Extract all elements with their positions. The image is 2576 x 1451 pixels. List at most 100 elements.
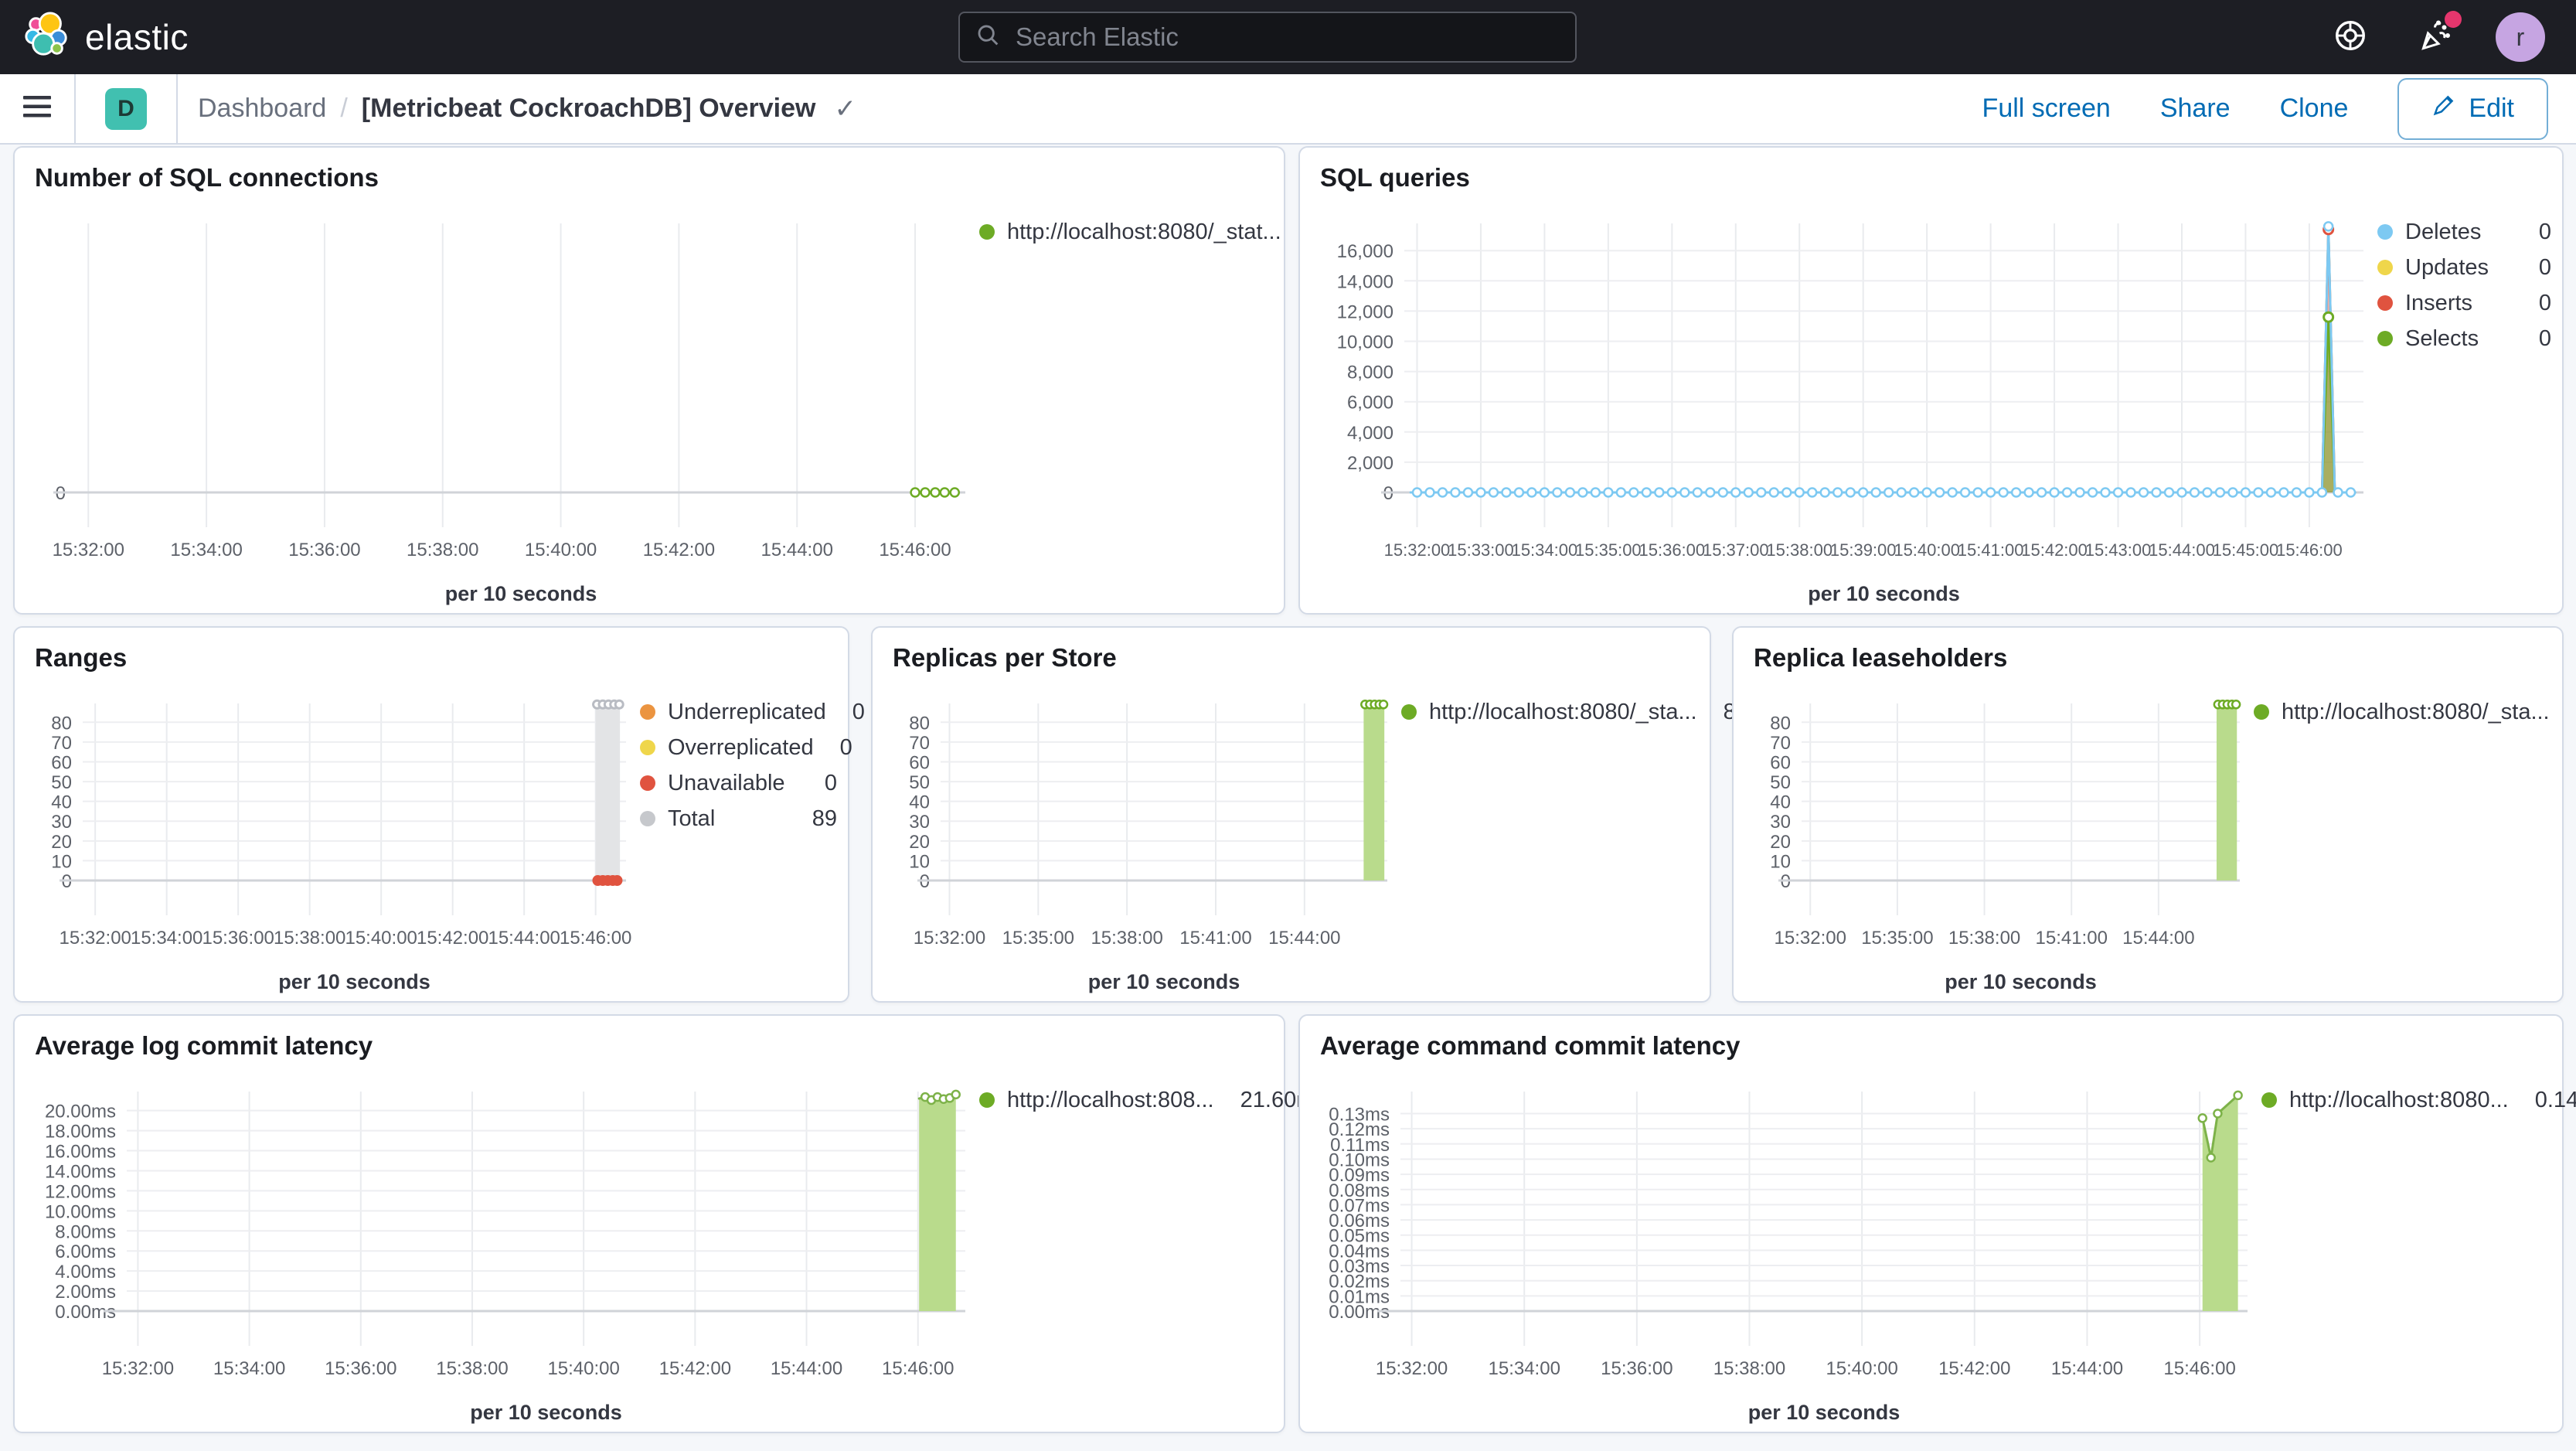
panel-title[interactable]: SQL queries (1320, 163, 1470, 192)
panel-title[interactable]: Average log commit latency (35, 1031, 373, 1060)
notification-dot (2445, 11, 2462, 28)
legend-item[interactable]: http://localhost:808... 21.60ms (979, 1082, 1326, 1118)
legend-swatch-icon (640, 740, 655, 755)
chart-ranges[interactable]: 15:32:00 15:34:00 15:36:00 15:38:00 15:40:00… (22, 682, 640, 996)
chart-number-of-sql-connections[interactable]: 15:32:00 15:34:00 15:36:00 15:38:00 15:40:00… (22, 202, 979, 608)
legend-value: 0.14ms (2534, 1087, 2576, 1112)
svg-text:0.11ms: 0.11ms (1330, 1135, 1390, 1156)
legend-item[interactable]: http://localhost:8080/_sta...89 (1401, 694, 1748, 730)
svg-text:15:32:00: 15:32:00 (914, 928, 985, 949)
menu-button[interactable] (0, 74, 74, 143)
svg-text:14,000: 14,000 (1337, 271, 1393, 292)
svg-text:70: 70 (51, 733, 72, 754)
svg-text:16.00ms: 16.00ms (45, 1142, 116, 1163)
svg-text:15:43:00: 15:43:00 (2085, 540, 2152, 560)
breadcrumb-dashboard-link[interactable]: Dashboard (198, 94, 327, 123)
legend-label: Updates (2405, 254, 2489, 280)
chart-average-log-commit-latency[interactable]: 15:32:00 15:34:00 15:36:00 15:38:00 15:40:00… (22, 1070, 979, 1427)
svg-text:15:32:00: 15:32:00 (1775, 928, 1846, 949)
legend-item[interactable]: http://localhost:8080/_sta...89 (2254, 694, 2576, 730)
legend-item[interactable]: Overreplicated 0 (640, 730, 852, 765)
legend-label: Selects (2405, 325, 2479, 351)
svg-text:15:32:00: 15:32:00 (1376, 1358, 1448, 1379)
legend-swatch-icon (2377, 224, 2393, 240)
legend-item[interactable]: Inserts 0 (2377, 285, 2551, 321)
legend-item[interactable]: Selects 0 (2377, 321, 2551, 356)
svg-text:15:38:00: 15:38:00 (1713, 1358, 1785, 1379)
svg-text:15:34:00: 15:34:00 (213, 1358, 285, 1379)
svg-text:80: 80 (51, 713, 72, 734)
svg-text:60: 60 (909, 752, 930, 773)
svg-text:15:44:00: 15:44:00 (1268, 928, 1340, 949)
svg-text:per 10 seconds: per 10 seconds (445, 582, 597, 605)
breadcrumb: Dashboard / [Metricbeat CockroachDB] Ove… (198, 94, 856, 124)
svg-text:60: 60 (51, 752, 72, 773)
svg-text:15:38:00: 15:38:00 (1091, 928, 1162, 949)
legend-swatch-icon (640, 704, 655, 720)
svg-text:15:42:00: 15:42:00 (643, 540, 715, 560)
legend-item[interactable]: Unavailable 0 (640, 765, 837, 801)
full-screen-button[interactable]: Full screen (1982, 94, 2111, 123)
svg-text:0.09ms: 0.09ms (1329, 1165, 1390, 1186)
panel-title[interactable]: Replica leaseholders (1754, 643, 2008, 672)
help-button[interactable] (2329, 15, 2372, 59)
svg-text:15:41:00: 15:41:00 (1179, 928, 1251, 949)
svg-text:10: 10 (1770, 851, 1791, 872)
svg-text:0.02ms: 0.02ms (1329, 1272, 1390, 1293)
legend-value: 0 (2538, 290, 2551, 315)
global-search-input[interactable]: Search Elastic (958, 12, 1577, 63)
breadcrumb-separator: / (340, 94, 348, 123)
panel-title[interactable]: Number of SQL connections (35, 163, 379, 192)
svg-text:15:34:00: 15:34:00 (170, 540, 242, 560)
svg-text:4,000: 4,000 (1347, 423, 1393, 444)
svg-text:15:36:00: 15:36:00 (325, 1358, 396, 1379)
svg-text:10.00ms: 10.00ms (45, 1201, 116, 1222)
legend-item[interactable]: Deletes 0 (2377, 214, 2551, 250)
chart-replica-leaseholders[interactable]: 15:32:00 15:35:00 15:38:00 15:41:00 15:44:00… (1741, 682, 2254, 996)
svg-text:15:36:00: 15:36:00 (202, 928, 274, 949)
svg-text:per 10 seconds: per 10 seconds (1808, 582, 1960, 605)
chart-sql-queries[interactable]: 15:32:0015:33:0015:34:0015:35:0015:36:00… (1308, 202, 2377, 608)
legend-item[interactable]: Updates 0 (2377, 250, 2551, 285)
svg-text:0.04ms: 0.04ms (1329, 1241, 1390, 1262)
svg-text:15:40:00: 15:40:00 (1894, 540, 1960, 560)
svg-text:15:44:00: 15:44:00 (761, 540, 833, 560)
chart-replicas-per-store[interactable]: 15:32:00 15:35:00 15:38:00 15:41:00 15:44:00… (880, 682, 1401, 996)
newsfeed-button[interactable] (2412, 11, 2462, 59)
search-placeholder: Search Elastic (1016, 22, 1179, 51)
svg-text:15:44:00: 15:44:00 (2122, 928, 2194, 949)
svg-text:80: 80 (1770, 713, 1791, 734)
clone-button[interactable]: Clone (2279, 94, 2349, 123)
edit-button[interactable]: Edit (2397, 77, 2548, 140)
svg-text:6,000: 6,000 (1347, 393, 1393, 414)
legend-item[interactable]: Underreplicated 0 (640, 694, 865, 730)
space-avatar[interactable]: D (105, 87, 147, 130)
svg-text:15:42:00: 15:42:00 (417, 928, 488, 949)
legend-item[interactable]: http://localhost:8080... 0.14ms (2261, 1082, 2576, 1118)
legend-item[interactable]: http://localhost:8080/_stat...0 (979, 214, 1320, 250)
search-icon (975, 22, 1002, 53)
legend-item[interactable]: Total 89 (640, 801, 837, 836)
hamburger-icon (23, 95, 51, 122)
panel-title[interactable]: Average command commit latency (1320, 1031, 1741, 1060)
chart-average-command-commit-latency[interactable]: 15:32:00 15:34:00 15:36:00 15:38:00 15:40:00… (1308, 1070, 2261, 1427)
elastic-brand[interactable]: elastic (0, 11, 958, 63)
share-button[interactable]: Share (2159, 94, 2231, 123)
svg-text:6.00ms: 6.00ms (55, 1242, 116, 1262)
user-avatar[interactable]: r (2496, 12, 2545, 62)
svg-text:15:46:00: 15:46:00 (560, 928, 631, 949)
svg-text:15:44:00: 15:44:00 (2149, 540, 2215, 560)
svg-text:40: 40 (51, 792, 72, 813)
svg-text:8.00ms: 8.00ms (55, 1221, 116, 1242)
panel-title[interactable]: Replicas per Store (893, 643, 1117, 672)
svg-text:80: 80 (909, 713, 930, 734)
legend-swatch-icon (2377, 260, 2393, 275)
legend-label: http://localhost:808... (1007, 1087, 1214, 1112)
svg-text:15:32:00: 15:32:00 (1384, 540, 1451, 560)
legend-label: Overreplicated (668, 734, 814, 760)
svg-text:15:32:00: 15:32:00 (102, 1358, 174, 1379)
panel-replica-leaseholders: Replica leaseholders 15:32:00 15:35:00 15:… (1732, 626, 2576, 1003)
panel-title[interactable]: Ranges (35, 643, 128, 672)
svg-text:15:46:00: 15:46:00 (882, 1358, 954, 1379)
legend-label: http://localhost:8080/_stat... (1007, 219, 1281, 244)
